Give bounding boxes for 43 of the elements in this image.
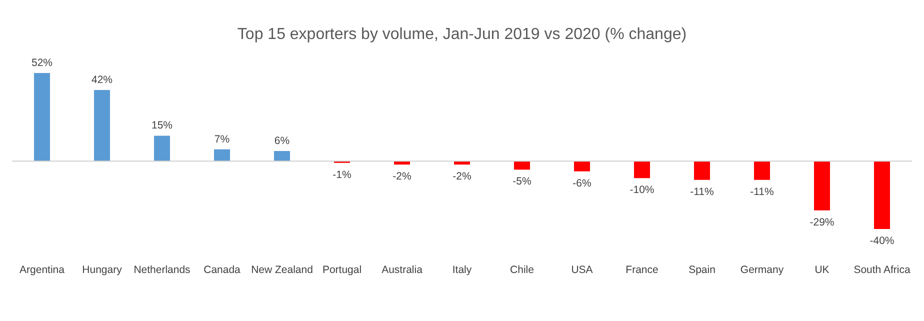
bar (814, 161, 830, 210)
x-tick-label: Argentina (20, 264, 65, 276)
bar (514, 161, 530, 170)
data-label: -11% (690, 186, 714, 198)
data-label: -1% (332, 168, 352, 181)
data-label: 15% (151, 120, 173, 132)
x-tick-label: Portugal (322, 264, 362, 276)
data-label: -5% (512, 176, 532, 188)
bar (274, 151, 290, 162)
x-tick-label: Italy (452, 264, 472, 276)
data-label: 52% (31, 57, 53, 69)
x-tick-label: Chile (510, 264, 534, 276)
x-tick-label: Germany (740, 264, 784, 276)
data-label: -2% (452, 170, 472, 183)
bar (874, 161, 890, 229)
bar (754, 161, 770, 180)
data-label: -6% (572, 177, 592, 190)
bar (694, 161, 710, 180)
data-label: 42% (91, 74, 113, 86)
bar (214, 149, 230, 162)
data-label: -11% (750, 186, 774, 198)
x-tick-label: Australia (382, 264, 423, 276)
x-tick-label: Netherlands (134, 264, 190, 276)
bar (34, 73, 50, 162)
x-tick-label: Canada (204, 264, 241, 276)
bar (634, 161, 650, 178)
data-label: -2% (392, 170, 412, 183)
x-tick-label: Spain (688, 264, 716, 276)
data-label: -40% (870, 235, 894, 247)
x-tick-label: USA (571, 264, 593, 276)
data-label: 7% (214, 133, 230, 146)
x-tick-label: Hungary (82, 264, 123, 276)
data-label: -29% (810, 216, 834, 228)
x-tick-label: France (626, 264, 658, 276)
bar (94, 90, 110, 162)
data-label: 6% (274, 135, 290, 147)
x-tick-label: South Africa (854, 264, 910, 276)
data-label: -10% (630, 184, 654, 196)
x-tick-label: New Zealand (251, 264, 314, 276)
x-tick-label: UK (814, 264, 830, 276)
bar (574, 161, 590, 172)
bar (154, 136, 170, 162)
chart-title: Top 15 exporters by volume, Jan-Jun 2019 vs 2020 (% change) (236, 26, 688, 44)
